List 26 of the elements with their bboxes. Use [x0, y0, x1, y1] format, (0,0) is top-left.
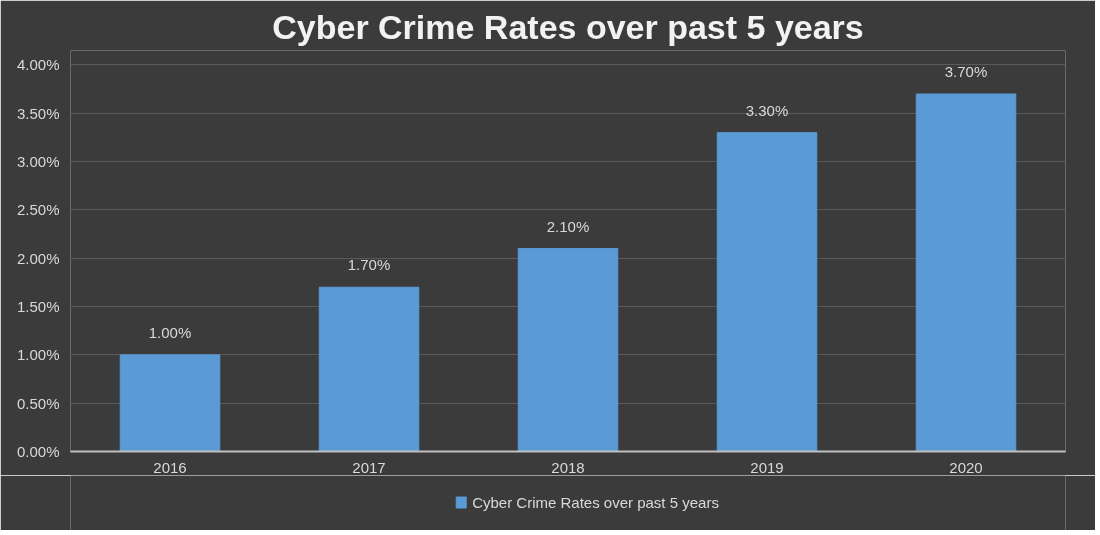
y-tick-label: 1.50%: [16, 298, 60, 316]
x-tick-label: 2020: [949, 458, 983, 476]
legend-label: Cyber Crime Rates over past 5 years: [472, 494, 719, 511]
bar: [915, 93, 1017, 452]
bar: [716, 132, 818, 452]
data-label: 3.30%: [745, 101, 789, 119]
y-tick-label: 2.50%: [16, 201, 60, 219]
bar: [517, 248, 619, 452]
data-label: 1.00%: [148, 323, 192, 341]
x-tick-label: 2017: [352, 458, 386, 476]
bar: [318, 286, 420, 452]
x-tick-label: 2019: [750, 458, 784, 476]
data-label: 2.10%: [546, 217, 590, 235]
bar: [119, 354, 221, 452]
y-tick-label: 0.50%: [16, 394, 60, 412]
y-tick-label: 3.50%: [16, 104, 60, 122]
y-tick-label: 1.00%: [16, 346, 60, 364]
data-label: 1.70%: [347, 256, 391, 274]
data-label: 3.70%: [944, 62, 988, 80]
chart-title: Cyber Crime Rates over past 5 years: [272, 7, 864, 46]
x-tick-label: 2018: [551, 458, 585, 476]
y-tick-label: 4.00%: [16, 56, 60, 74]
x-tick-label: 2016: [153, 458, 187, 476]
y-tick-label: 3.00%: [16, 153, 60, 171]
y-tick-label: 0.00%: [16, 443, 60, 460]
y-tick-label: 2.00%: [16, 249, 60, 267]
